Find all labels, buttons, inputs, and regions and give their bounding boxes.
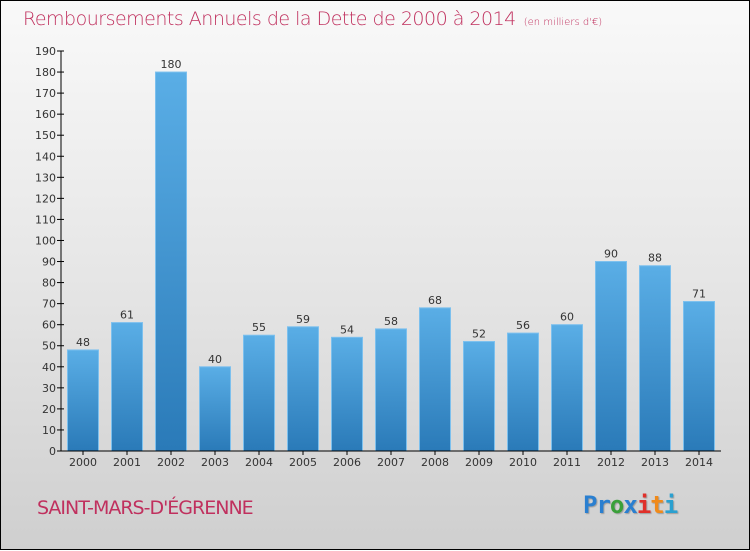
logo-letter: x — [623, 491, 637, 519]
y-tick-label-130: 130 — [35, 171, 56, 184]
bar-2004 — [243, 334, 275, 452]
logo-letter: r — [596, 491, 610, 519]
y-tick-label-10: 10 — [42, 424, 56, 437]
x-tick-label-2008: 2008 — [421, 456, 449, 469]
proxiti-logo[interactable]: Proxiti — [583, 491, 678, 519]
bar-2010 — [507, 332, 539, 452]
y-tick-label-40: 40 — [42, 361, 56, 374]
y-tick-label-80: 80 — [42, 277, 56, 290]
y-tick-label-120: 120 — [35, 192, 56, 205]
x-tick-label-2010: 2010 — [509, 456, 537, 469]
value-label-2008: 68 — [428, 294, 442, 307]
y-tick-label-50: 50 — [42, 340, 56, 353]
value-label-2007: 58 — [384, 315, 398, 328]
x-tick-label-2014: 2014 — [685, 456, 713, 469]
y-tick-label-30: 30 — [42, 382, 56, 395]
y-tick-label-0: 0 — [49, 445, 56, 458]
value-label-2010: 56 — [516, 319, 530, 332]
logo-letter: P — [583, 491, 597, 519]
value-label-2006: 54 — [340, 323, 354, 336]
chart-title: Remboursements Annuels de la Dette de 20… — [23, 8, 602, 30]
logo-letter: t — [650, 491, 664, 519]
x-tick-label-2007: 2007 — [377, 456, 405, 469]
y-tick-label-20: 20 — [42, 403, 56, 416]
value-label-2000: 48 — [76, 336, 90, 349]
y-tick-label-110: 110 — [35, 213, 56, 226]
x-tick-label-2001: 2001 — [113, 456, 141, 469]
value-label-2004: 55 — [252, 321, 266, 334]
bar-2011 — [551, 324, 583, 452]
value-label-2014: 71 — [692, 288, 706, 301]
x-tick-label-2013: 2013 — [641, 456, 669, 469]
bar-2006 — [331, 336, 363, 452]
logo-letter: i — [663, 491, 678, 519]
logo-letter: o — [609, 491, 624, 519]
value-label-2003: 40 — [208, 353, 222, 366]
y-tick-label-160: 160 — [35, 108, 56, 121]
bar-2005 — [287, 326, 319, 452]
value-label-2011: 60 — [560, 311, 574, 324]
x-tick-label-2002: 2002 — [157, 456, 185, 469]
bar-2014 — [683, 301, 715, 452]
x-tick-label-2003: 2003 — [201, 456, 229, 469]
x-tick-label-2009: 2009 — [465, 456, 493, 469]
bar-2003 — [199, 366, 231, 452]
commune-name: SAINT-MARS-D'ÉGRENNE — [37, 497, 254, 519]
bar-2013 — [639, 265, 671, 452]
chart-subtitle: (en milliers d'€) — [523, 17, 603, 28]
bar-2007 — [375, 328, 407, 452]
y-tick-label-150: 150 — [35, 129, 56, 142]
y-tick-label-180: 180 — [35, 66, 56, 79]
x-tick-label-2000: 2000 — [69, 456, 97, 469]
value-label-2002: 180 — [161, 58, 182, 71]
bar-2002 — [155, 71, 187, 452]
bar-2001 — [111, 322, 143, 452]
x-tick-label-2005: 2005 — [289, 456, 317, 469]
x-tick-label-2006: 2006 — [333, 456, 361, 469]
y-tick-label-170: 170 — [35, 87, 56, 100]
logo-letter: i — [636, 491, 651, 519]
bar-2012 — [595, 261, 627, 452]
x-tick-label-2004: 2004 — [245, 456, 273, 469]
value-label-2013: 88 — [648, 252, 662, 265]
value-label-2012: 90 — [604, 248, 618, 261]
x-tick-label-2012: 2012 — [597, 456, 625, 469]
y-tick-label-60: 60 — [42, 319, 56, 332]
bar-2009 — [463, 341, 495, 452]
bar-2000 — [67, 349, 99, 452]
value-label-2001: 61 — [120, 309, 134, 322]
y-tick-label-90: 90 — [42, 256, 56, 269]
y-tick-label-190: 190 — [35, 45, 56, 58]
y-tick-label-140: 140 — [35, 150, 56, 163]
value-label-2009: 52 — [472, 328, 486, 341]
y-tick-label-100: 100 — [35, 234, 56, 247]
y-tick-label-70: 70 — [42, 298, 56, 311]
title-text: Remboursements Annuels de la Dette de 20… — [23, 8, 516, 30]
x-tick-label-2011: 2011 — [553, 456, 581, 469]
value-label-2005: 59 — [296, 313, 310, 326]
bar-2008 — [419, 307, 451, 452]
